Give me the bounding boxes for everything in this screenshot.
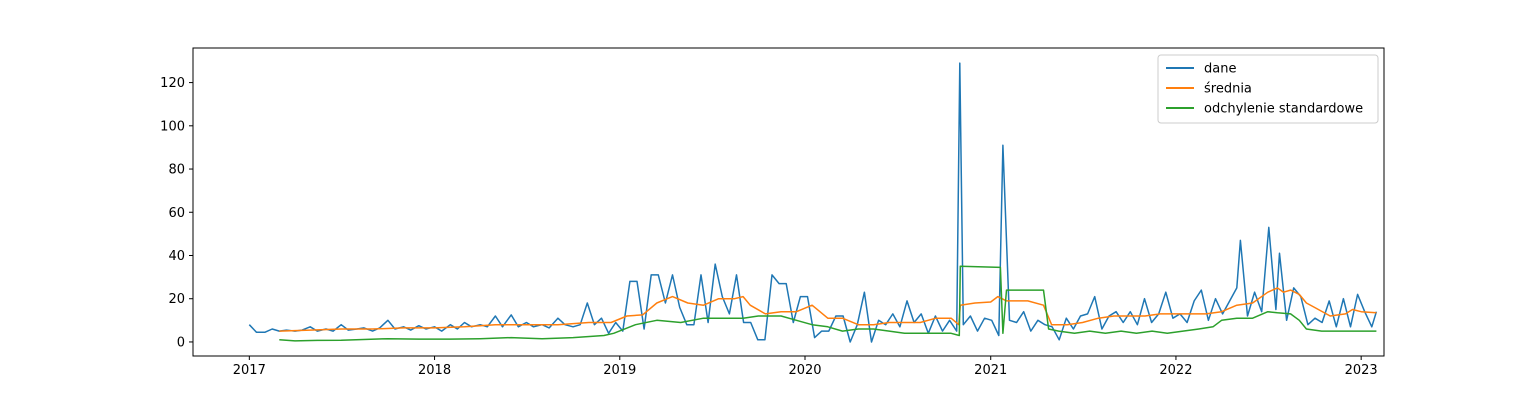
x-tick-label: 2023: [1345, 363, 1378, 378]
legend-label: średnia: [1204, 82, 1252, 97]
x-tick-label: 2018: [418, 363, 451, 378]
y-tick-label: 0: [177, 335, 185, 350]
series-line-1: [279, 287, 1377, 332]
legend-item: średnia: [1166, 82, 1252, 97]
y-tick-label: 100: [160, 119, 185, 134]
legend: dane średnia odchylenie standardowe: [1157, 54, 1379, 124]
series-line-2: [279, 265, 1377, 342]
y-tick-label: 40: [168, 249, 185, 264]
y-axis: 0 20 40 60 80 100 120: [160, 76, 193, 350]
x-tick-label: 2022: [1159, 363, 1192, 378]
series-line-0: [248, 62, 1378, 343]
x-tick-label: 2019: [603, 363, 636, 378]
y-tick-label: 20: [168, 292, 185, 307]
x-tick-label: 2020: [788, 363, 821, 378]
y-tick-label: 120: [160, 76, 185, 91]
legend-label: odchylenie standardowe: [1204, 102, 1363, 117]
series-lines: [248, 62, 1378, 343]
x-tick-label: 2021: [974, 363, 1007, 378]
legend-item: dane: [1166, 62, 1236, 77]
x-axis: 2017 2018 2019 2020 2021 2022 2023: [233, 356, 1378, 378]
plot-area-frame: [192, 47, 1385, 357]
y-tick-label: 80: [168, 163, 185, 178]
legend-item: odchylenie standardowe: [1166, 102, 1363, 117]
y-tick-label: 60: [168, 206, 185, 221]
legend-box: [1157, 54, 1379, 124]
x-tick-label: 2017: [233, 363, 266, 378]
legend-label: dane: [1204, 62, 1236, 77]
